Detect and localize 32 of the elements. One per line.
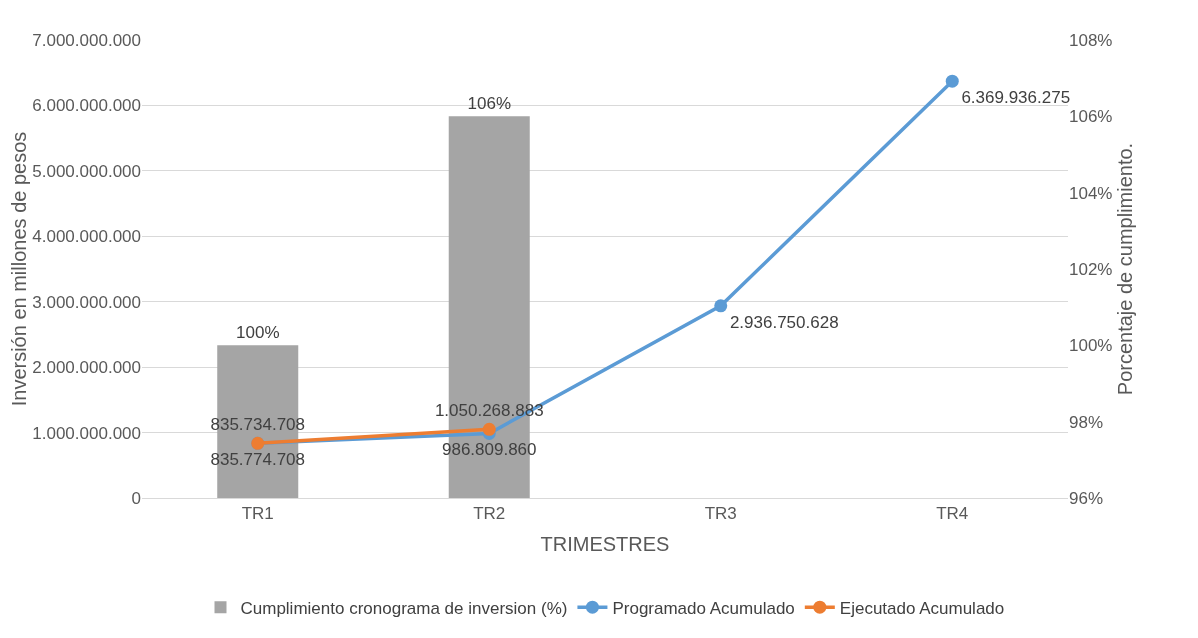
x-axis-title: TRIMESTRES — [540, 532, 670, 555]
point — [945, 74, 959, 88]
x-tick-label: TR1 — [241, 504, 274, 524]
y-tick-label: 7.000.000.000 — [32, 30, 141, 50]
y2-axis-title: Porcentaje de cumplimiento. — [1114, 142, 1137, 396]
y-tick-label: 3.000.000.000 — [32, 292, 141, 312]
y2-tick-label: 102% — [1069, 259, 1113, 279]
y-tick-label: 2.000.000.000 — [32, 358, 141, 378]
data-label: 6.369.936.275 — [961, 88, 1071, 108]
y2-tick-label: 106% — [1069, 107, 1113, 127]
y2-tick-label: 108% — [1069, 30, 1113, 50]
y-tick-label: 4.000.000.000 — [32, 227, 141, 247]
y2-tick-label: 98% — [1069, 412, 1104, 432]
y2-tick-label: 96% — [1069, 488, 1104, 508]
data-label: 2.936.750.628 — [729, 312, 839, 332]
point — [482, 422, 496, 436]
x-tick-label: TR4 — [936, 504, 969, 524]
point — [714, 299, 728, 313]
y-tick-label: 1.000.000.000 — [32, 423, 141, 443]
data-label: 106% — [467, 94, 511, 114]
y-axis-title: Inversión en millones de pesos — [8, 131, 31, 407]
y-tick-label: 0 — [131, 488, 141, 508]
y2-tick-label: 100% — [1069, 336, 1113, 356]
x-tick-label: TR2 — [473, 504, 506, 524]
data-label: 100% — [236, 323, 280, 343]
legend-label: Programado Acumulado — [612, 598, 795, 618]
legend-label: Cumplimiento cronograma de inversion (%) — [240, 598, 568, 618]
y-tick-label: 5.000.000.000 — [32, 161, 141, 181]
legend-label: Ejecutado Acumulado — [839, 598, 1005, 618]
x-tick-label: TR3 — [704, 504, 737, 524]
y2-tick-label: 104% — [1069, 183, 1113, 203]
y-tick-label: 6.000.000.000 — [32, 96, 141, 116]
